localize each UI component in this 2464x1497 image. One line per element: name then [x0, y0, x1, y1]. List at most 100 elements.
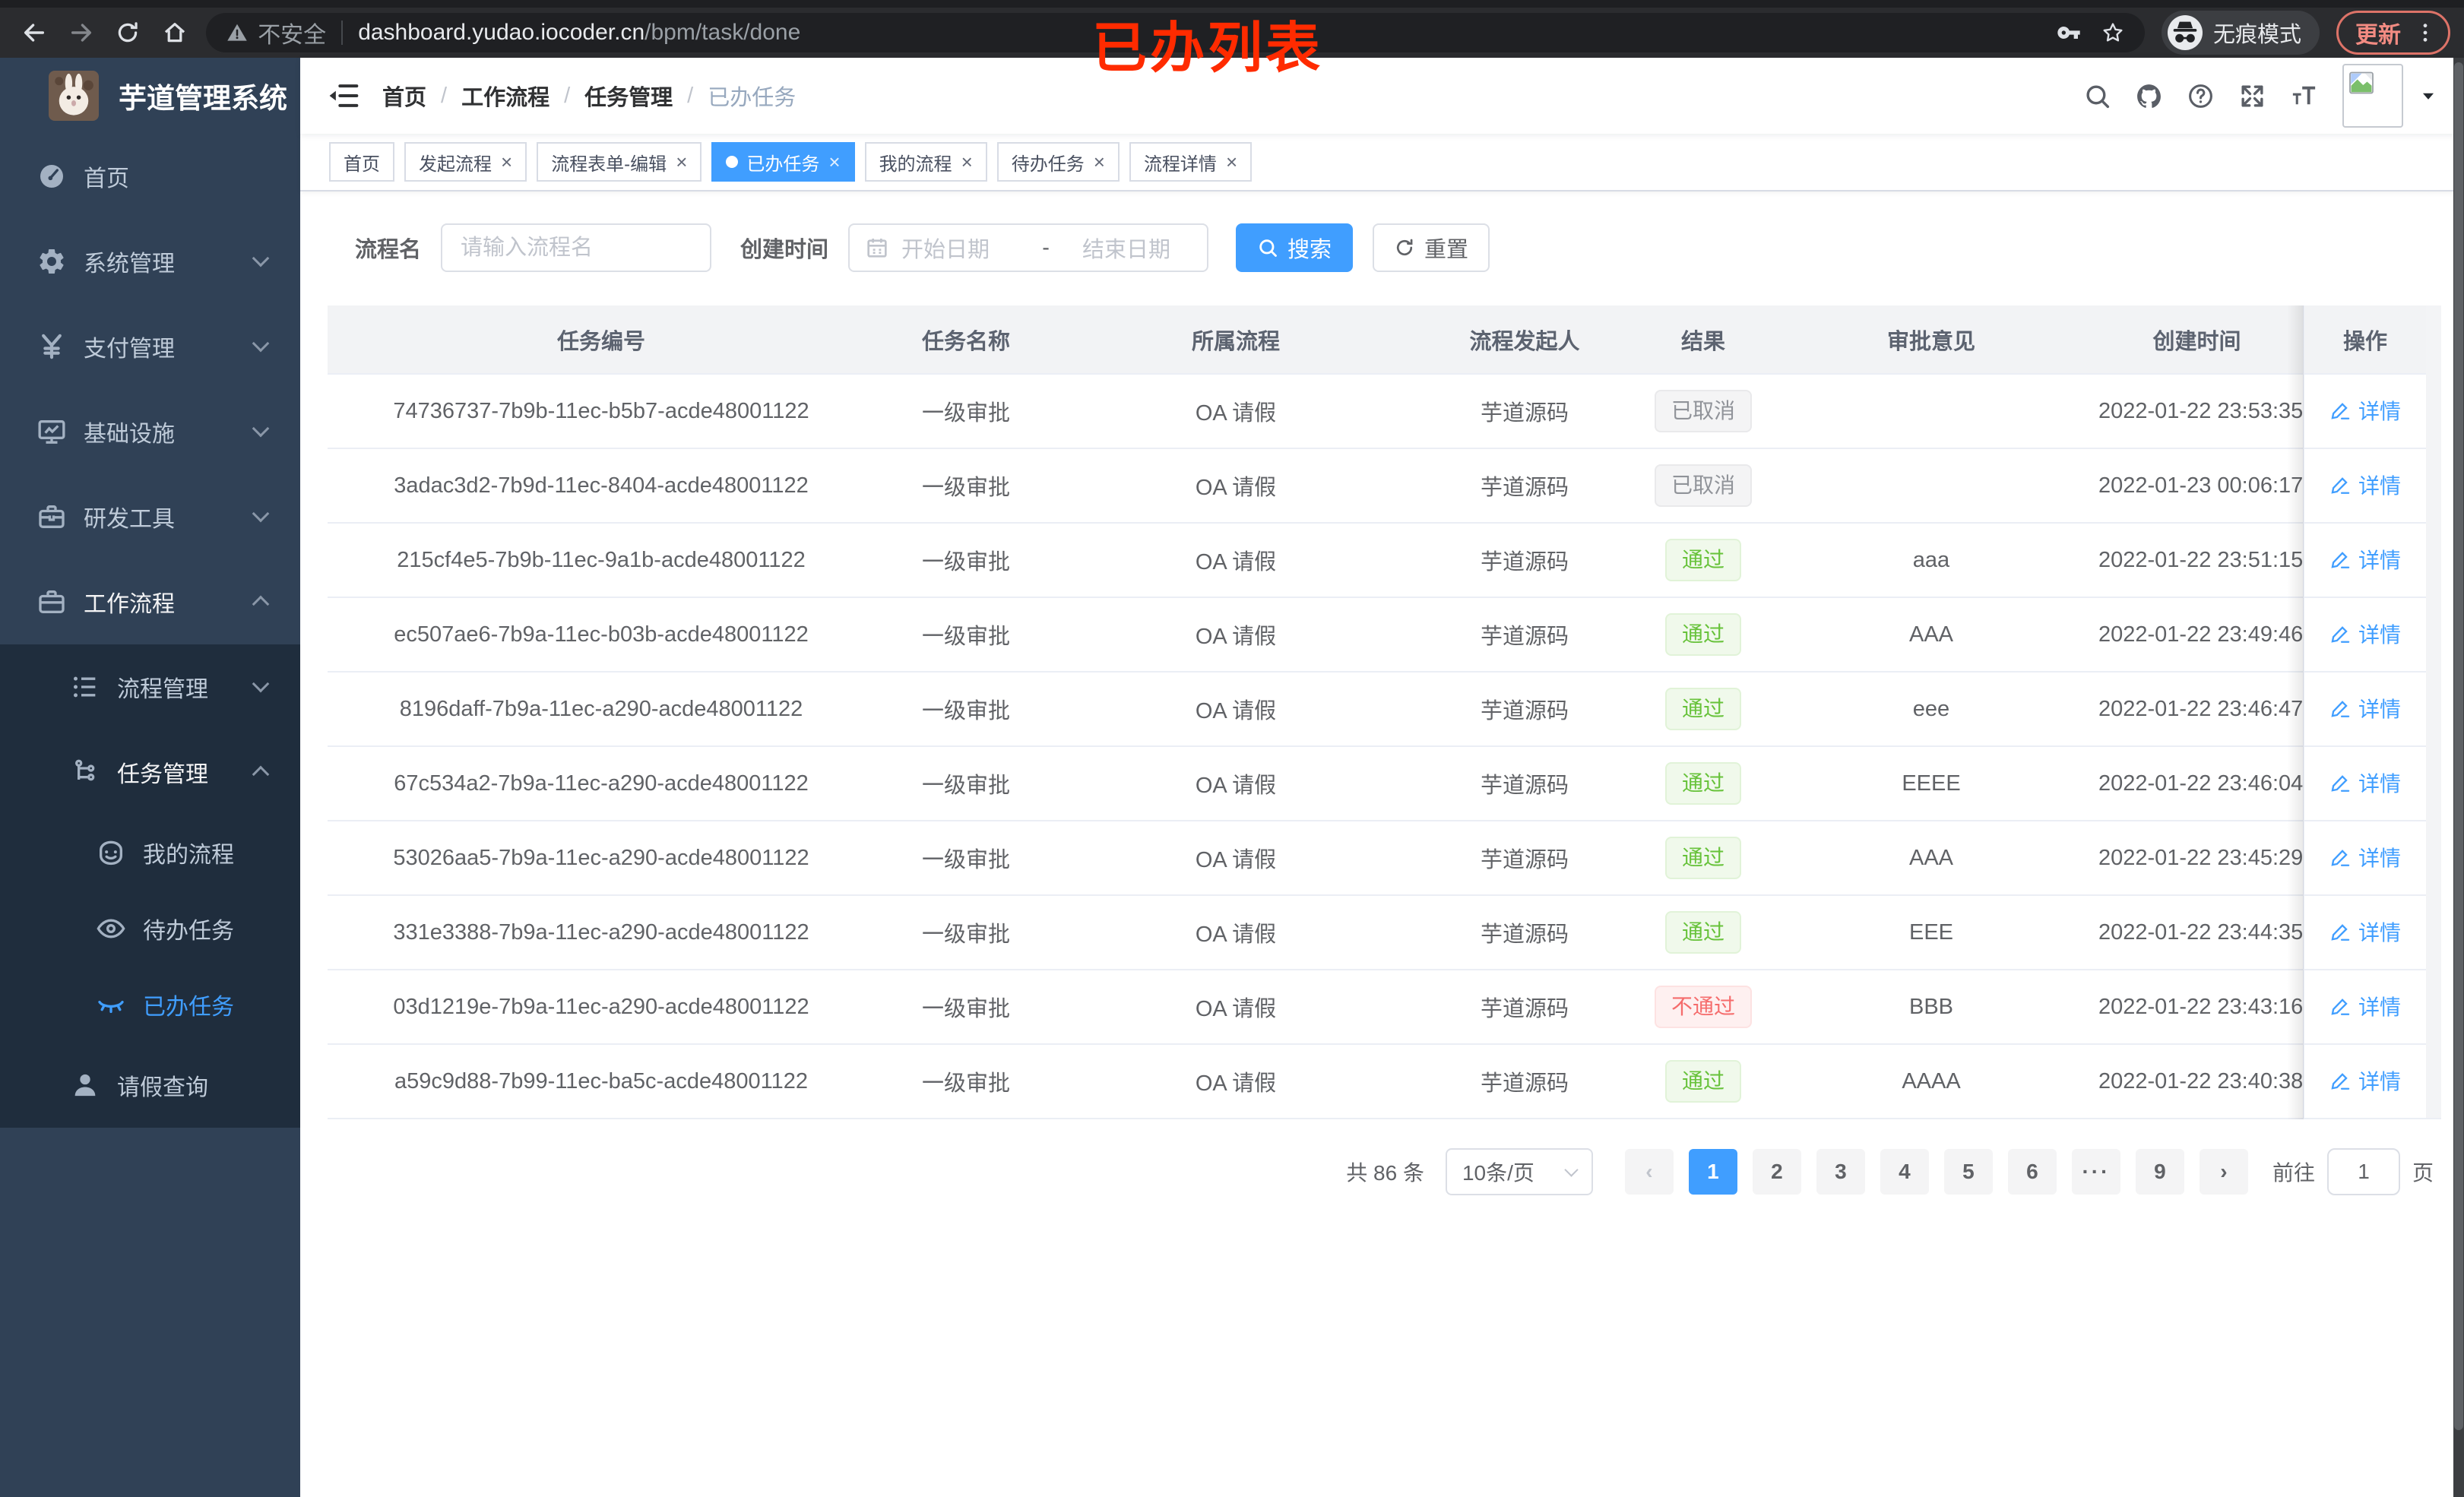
page-button-1[interactable]: 1: [1688, 1149, 1737, 1195]
table-row: 331e3388-7b9a-11ec-a290-acde48001122 一级审批…: [328, 895, 2426, 970]
avatar[interactable]: [2342, 64, 2403, 128]
detail-link[interactable]: 详情: [2329, 767, 2401, 798]
tab-发起流程[interactable]: 发起流程 ×: [404, 142, 527, 182]
column-header-任务编号: 任务编号: [328, 305, 875, 375]
start-date-placeholder[interactable]: 开始日期: [901, 238, 990, 262]
tree-list-icon: [70, 672, 100, 702]
password-key-icon[interactable]: [2057, 21, 2081, 45]
sidebar-item-请假查询[interactable]: 请假查询: [0, 1043, 300, 1128]
process-starter: 芋道源码: [1414, 597, 1635, 673]
browser-forward-button[interactable]: [61, 12, 102, 53]
breadcrumb-item-2[interactable]: 工作流程: [461, 86, 550, 110]
action-cell: 详情: [2303, 672, 2426, 747]
text-size-icon[interactable]: [2280, 72, 2327, 119]
page-size-select[interactable]: 10条/页: [1445, 1148, 1593, 1195]
range-separator: -: [1042, 235, 1050, 260]
page-button-2[interactable]: 2: [1752, 1149, 1801, 1195]
tab-close-icon[interactable]: ×: [676, 150, 688, 173]
url-text[interactable]: dashboard.yudao.iocoder.cn/bpm/task/done: [358, 20, 801, 45]
sidebar-collapse-icon[interactable]: [326, 79, 359, 112]
sidebar-item-我的流程[interactable]: 我的流程: [0, 815, 300, 891]
browser-scrollbar[interactable]: [2453, 58, 2464, 1497]
search-icon[interactable]: [2073, 72, 2120, 119]
search-icon: [1257, 237, 1278, 258]
tab-close-icon[interactable]: ×: [1225, 150, 1238, 173]
result-cell: 通过: [1635, 523, 1772, 598]
sidebar-item-基础设施[interactable]: 基础设施: [0, 389, 300, 474]
sidebar-item-待办任务[interactable]: 待办任务: [0, 891, 300, 967]
tab-close-icon[interactable]: ×: [961, 150, 973, 173]
app-title: 芋道管理系统: [119, 83, 287, 114]
address-bar[interactable]: 不安全 dashboard.yudao.iocoder.cn/bpm/task/…: [206, 13, 2145, 52]
browser-home-button[interactable]: [154, 12, 195, 53]
tab-我的流程[interactable]: 我的流程 ×: [864, 142, 987, 182]
sidebar-logo[interactable]: 芋道管理系统: [0, 58, 300, 134]
sidebar-item-系统管理[interactable]: 系统管理: [0, 219, 300, 304]
detail-link[interactable]: 详情: [2329, 395, 2401, 426]
help-icon[interactable]: [2177, 72, 2224, 119]
chevron-down-icon[interactable]: [2418, 86, 2438, 106]
sidebar-item-label: 流程管理: [117, 677, 208, 702]
process-name-input[interactable]: [441, 223, 712, 272]
sidebar-item-流程管理[interactable]: 流程管理: [0, 644, 300, 730]
page-button-3[interactable]: 3: [1816, 1149, 1865, 1195]
tab-close-icon[interactable]: ×: [1093, 150, 1105, 173]
prev-page-button[interactable]: ‹: [1624, 1149, 1674, 1195]
process-name: OA 请假: [1057, 895, 1414, 970]
search-button[interactable]: 搜索: [1236, 223, 1354, 272]
detail-link[interactable]: 详情: [2329, 916, 2401, 947]
detail-link[interactable]: 详情: [2329, 470, 2401, 500]
sidebar-item-已办任务[interactable]: 已办任务: [0, 967, 300, 1043]
tab-close-icon[interactable]: ×: [828, 150, 841, 173]
bookmark-star-icon[interactable]: [2101, 21, 2125, 45]
browser-back-button[interactable]: [14, 12, 55, 53]
date-range-picker[interactable]: 开始日期 - 结束日期: [848, 223, 1209, 272]
reset-button[interactable]: 重置: [1373, 223, 1490, 272]
fullscreen-icon[interactable]: [2228, 72, 2276, 119]
kebab-menu-icon[interactable]: [2413, 21, 2437, 45]
security-label[interactable]: 不安全: [258, 23, 327, 48]
sidebar-item-研发工具[interactable]: 研发工具: [0, 474, 300, 559]
sidebar-item-支付管理[interactable]: 支付管理: [0, 304, 300, 389]
detail-link[interactable]: 详情: [2329, 991, 2401, 1021]
end-date-placeholder[interactable]: 结束日期: [1082, 238, 1171, 262]
page-button-6[interactable]: 6: [2007, 1149, 2057, 1195]
process-starter: 芋道源码: [1414, 821, 1635, 896]
browser-update-button[interactable]: 更新: [2336, 11, 2450, 55]
github-icon[interactable]: [2125, 72, 2172, 119]
tab-流程详情[interactable]: 流程详情 ×: [1129, 142, 1253, 182]
result-cell: 已取消: [1635, 374, 1772, 449]
tab-流程表单-编辑[interactable]: 流程表单-编辑 ×: [537, 142, 702, 182]
more-pages-button[interactable]: ···: [2071, 1149, 2120, 1195]
browser-reload-button[interactable]: [108, 12, 149, 53]
tab-首页[interactable]: 首页: [329, 142, 394, 182]
next-page-button[interactable]: ›: [2199, 1149, 2248, 1195]
detail-link[interactable]: 详情: [2329, 842, 2401, 872]
create-time: 2022-01-22 23:53:35: [2091, 374, 2304, 449]
update-label[interactable]: 更新: [2355, 23, 2401, 48]
sidebar-item-label: 待办任务: [143, 919, 234, 944]
result-cell: 通过: [1635, 597, 1772, 673]
page-button-9[interactable]: 9: [2135, 1149, 2184, 1195]
goto-page-input[interactable]: [2326, 1148, 2400, 1195]
page-content: 流程名 创建时间 开始日期 - 结束日期 搜索 重置: [300, 191, 2464, 1497]
sidebar-item-任务管理[interactable]: 任务管理: [0, 730, 300, 815]
page-button-5[interactable]: 5: [1943, 1149, 1993, 1195]
detail-link[interactable]: 详情: [2329, 693, 2401, 723]
scrollbar-thumb[interactable]: [2454, 62, 2463, 1430]
tab-close-icon[interactable]: ×: [501, 150, 513, 173]
create-time: 2022-01-22 23:51:15: [2091, 523, 2304, 598]
page-button-4[interactable]: 4: [1880, 1149, 1929, 1195]
detail-link[interactable]: 详情: [2329, 544, 2401, 574]
tab-待办任务[interactable]: 待办任务 ×: [996, 142, 1120, 182]
sidebar-item-工作流程[interactable]: 工作流程: [0, 559, 300, 644]
approve-opinion: aaa: [1772, 523, 2091, 598]
sidebar-item-首页[interactable]: 首页: [0, 134, 300, 219]
breadcrumb-item-3[interactable]: 任务管理: [584, 86, 673, 110]
tab-已办任务[interactable]: 已办任务 ×: [711, 142, 855, 182]
breadcrumb-item-1[interactable]: 首页: [382, 86, 427, 110]
tab-label: 流程表单-编辑: [551, 153, 667, 175]
detail-link[interactable]: 详情: [2329, 619, 2401, 649]
detail-link[interactable]: 详情: [2329, 1065, 2401, 1096]
